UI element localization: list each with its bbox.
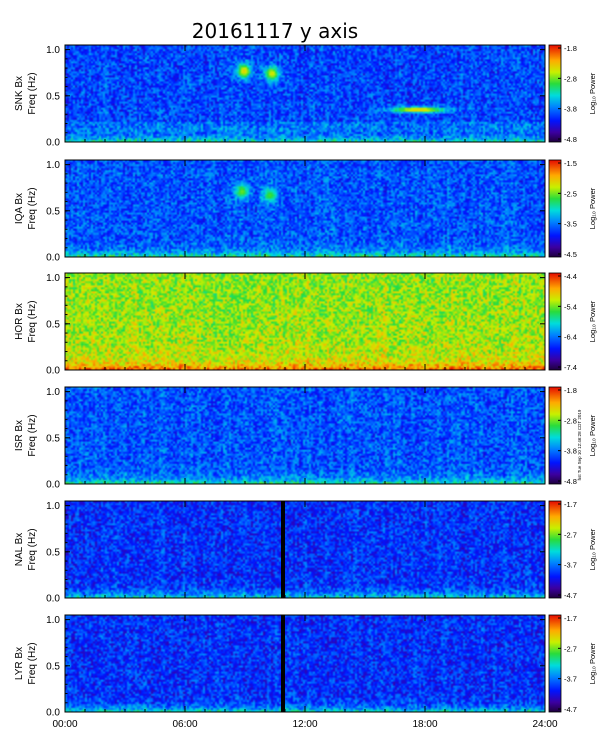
colorbar-tick-label: -2.7 [564, 644, 577, 653]
spectrogram-image [65, 387, 545, 484]
y-tick-label: 1.0 [46, 501, 60, 512]
spectrogram-image [65, 501, 545, 598]
figure-title: 20161117 y axis [192, 19, 358, 43]
colorbar-tick-label: -1.8 [564, 386, 577, 395]
y-tick-label: 0.0 [46, 138, 60, 149]
y-tick-label: 0.5 [46, 433, 60, 444]
x-tick-label: 06:00 [172, 719, 197, 730]
spectrogram-image [65, 273, 545, 370]
colorbar-tick-label: -3.8 [564, 105, 577, 114]
colorbar-tick-label: -3.7 [564, 675, 577, 684]
x-tick-label: 00:00 [52, 719, 77, 730]
y-tick-label: 0.0 [46, 253, 60, 264]
spectrogram-image [65, 45, 545, 142]
station-label: IQA Bx [14, 193, 25, 224]
colorbar-tick-label: -4.7 [564, 705, 577, 714]
colorbar [548, 44, 562, 143]
colorbar [548, 272, 562, 371]
y-tick-label: 1.0 [46, 387, 60, 398]
colorbar-tick-label: -4.7 [564, 591, 577, 600]
y-tick-label: 0.0 [46, 366, 60, 377]
colorbar-tick-label: -2.8 [564, 74, 577, 83]
colorbar-tick-label: -1.8 [564, 44, 577, 53]
data-gap [281, 501, 285, 598]
colorbar-label: Log₁₀ Power [588, 300, 597, 342]
colorbar-label: Log₁₀ Power [588, 642, 597, 684]
colorbar-tick-label: -2.8 [564, 416, 577, 425]
colorbar-tick-label: -6.4 [564, 333, 577, 342]
colorbar-tick-label: -2.5 [564, 189, 577, 198]
colorbar-tick-label: -1.5 [564, 159, 577, 168]
y-tick-label: 0.0 [46, 480, 60, 491]
station-label: NAL Bx [14, 533, 25, 567]
y-tick-label: 1.0 [46, 45, 60, 56]
colorbar-tick-label: -3.8 [564, 447, 577, 456]
colorbar-tick-label: -7.4 [564, 363, 577, 372]
y-tick-label: 0.5 [46, 547, 60, 558]
colorbar-tick-label: -2.7 [564, 530, 577, 539]
spectrogram-image [65, 160, 545, 257]
panel-hor-bx: 0.0 0.5 1.0 HOR Bx Freq (Hz) -4.4 -5.4 -6.4 -7.4… [14, 272, 597, 377]
y-tick-label: 0.5 [46, 661, 60, 672]
y-tick-label: 0.5 [46, 91, 60, 102]
y-axis-label: Freq (Hz) [27, 72, 38, 114]
y-axis-label: Freq (Hz) [27, 414, 38, 456]
colorbar-tick-label: -1.7 [564, 614, 577, 623]
x-tick-label: 24:00 [532, 719, 557, 730]
panel-snk-bx: 0.0 0.5 1.0 SNK Bx Freq (Hz) -1.8 -2.8 -3.8 -4.8… [14, 44, 597, 149]
y-tick-label: 0.0 [46, 708, 60, 719]
colorbar-label: Log₁₀ Power [588, 414, 597, 456]
colorbar-tick-label: -3.5 [564, 220, 577, 229]
x-tick-label: 18:00 [412, 719, 437, 730]
colorbar [548, 614, 562, 713]
colorbar-tick-label: -1.7 [564, 500, 577, 509]
y-axis-label: Freq (Hz) [27, 300, 38, 342]
y-tick-label: 0.5 [46, 319, 60, 330]
colorbar-tick-label: -4.8 [564, 135, 577, 144]
station-label: LYR Bx [14, 647, 25, 680]
y-tick-label: 1.0 [46, 615, 60, 626]
panel-isr-bx: 0.0 0.5 1.0 ISR Bx Freq (Hz) -1.8 -2.8 -3.8 -4.8… [14, 386, 597, 491]
spectrogram-image [65, 615, 545, 712]
colorbar-tick-label: -4.4 [564, 272, 577, 281]
colorbar-label: Log₁₀ Power [588, 187, 597, 229]
data-gap [281, 615, 285, 712]
colorbar [548, 159, 562, 258]
y-axis-label: Freq (Hz) [27, 528, 38, 570]
station-label: HOR Bx [14, 303, 25, 340]
station-label: ISR Bx [14, 420, 25, 451]
y-tick-label: 0.0 [46, 594, 60, 605]
timestamp-stamp: hst Tue Sep 10 12:46:28 CDT 2019 [577, 409, 582, 480]
colorbar-tick-label: -5.4 [564, 302, 577, 311]
panel-iqa-bx: 0.0 0.5 1.0 IQA Bx Freq (Hz) -1.5 -2.5 -3.5 -4.5… [14, 159, 597, 264]
colorbar-label: Log₁₀ Power [588, 72, 597, 114]
colorbar-tick-label: -4.5 [564, 250, 577, 259]
y-axis-label: Freq (Hz) [27, 642, 38, 684]
y-axis-label: Freq (Hz) [27, 187, 38, 229]
colorbar-tick-label: -4.8 [564, 477, 577, 486]
y-tick-label: 0.5 [46, 206, 60, 217]
colorbar-tick-label: -3.7 [564, 561, 577, 570]
y-tick-label: 1.0 [46, 273, 60, 284]
colorbar [548, 386, 562, 485]
panel-nal-bx: 0.0 0.5 1.0 NAL Bx Freq (Hz) -1.7 -2.7 -3.7 -4.7… [14, 500, 597, 605]
colorbar [548, 500, 562, 599]
y-tick-label: 1.0 [46, 160, 60, 171]
colorbar-label: Log₁₀ Power [588, 528, 597, 570]
x-tick-label: 12:00 [292, 719, 317, 730]
panel-lyr-bx: 0.0 0.5 1.0 LYR Bx Freq (Hz) -1.7 -2.7 -3.7 -4.7… [14, 614, 597, 719]
station-label: SNK Bx [14, 76, 25, 111]
